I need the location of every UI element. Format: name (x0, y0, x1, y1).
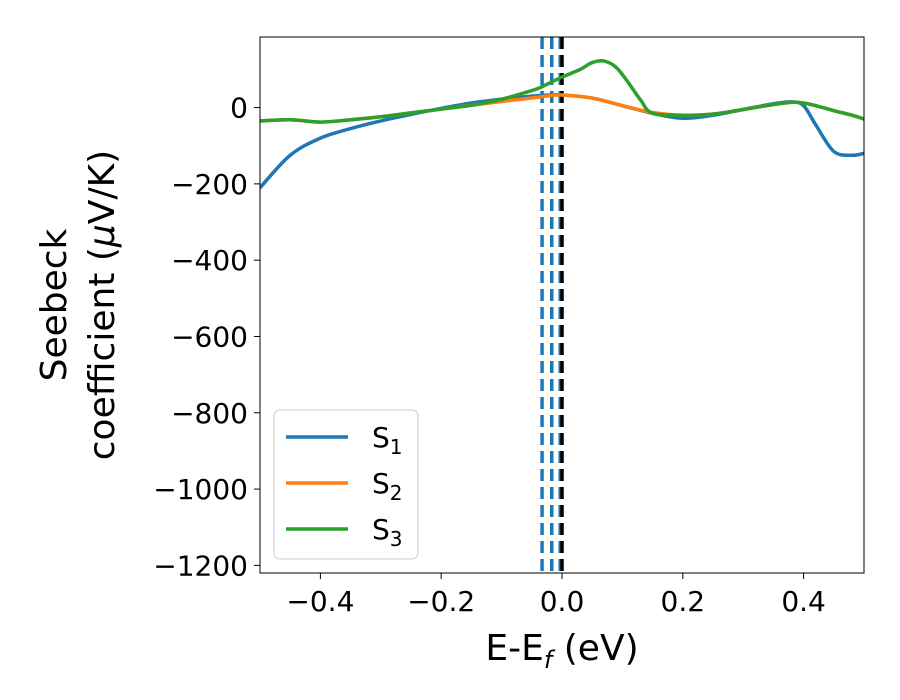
legend-label-s3: S3 (372, 513, 403, 551)
x-tick-label: 0.0 (540, 585, 585, 618)
y-tick-label: −800 (171, 397, 248, 430)
y-tick-label: −1000 (153, 473, 248, 506)
x-axis-label-unit: (eV) (552, 628, 638, 669)
y-axis-label-line1: Seebeck (34, 228, 75, 381)
x-axis-label: E-Ef (eV) (485, 628, 638, 674)
plot-frame (259, 36, 865, 574)
legend-label-s1: S1 (372, 421, 403, 459)
x-tick-label: −0.2 (407, 585, 475, 618)
x-tick-label: 0.2 (661, 585, 706, 618)
series-line-s3 (260, 58, 864, 124)
series-lines (260, 58, 864, 190)
vertical-reference-lines (540, 37, 564, 573)
x-axis-label-base: E-E (485, 628, 543, 669)
y-axis-label-mu: μ (82, 224, 123, 248)
y-tick-label: −400 (171, 244, 248, 277)
y-tick-label: −1200 (153, 549, 248, 582)
y-tick-label: −600 (171, 320, 248, 353)
x-tick-label: 0.4 (781, 585, 826, 618)
legend-label-s2: S2 (372, 467, 403, 505)
y-tick-label: 0 (230, 92, 248, 125)
x-tick-label: −0.4 (286, 585, 354, 618)
y-axis-label-line2: coefficient (μV/K) (82, 150, 123, 460)
y-tick-label: −200 (171, 168, 248, 201)
y-axis-label-prefix: coefficient ( (82, 247, 123, 460)
legend: S1 S2 S3 (273, 409, 419, 560)
axis-ticks: −0.4 −0.2 0.0 0.2 0.4 0 −200 −400 −600 −800 −1000 −… (153, 92, 826, 618)
y-axis-label-unit: V/K) (82, 150, 123, 224)
